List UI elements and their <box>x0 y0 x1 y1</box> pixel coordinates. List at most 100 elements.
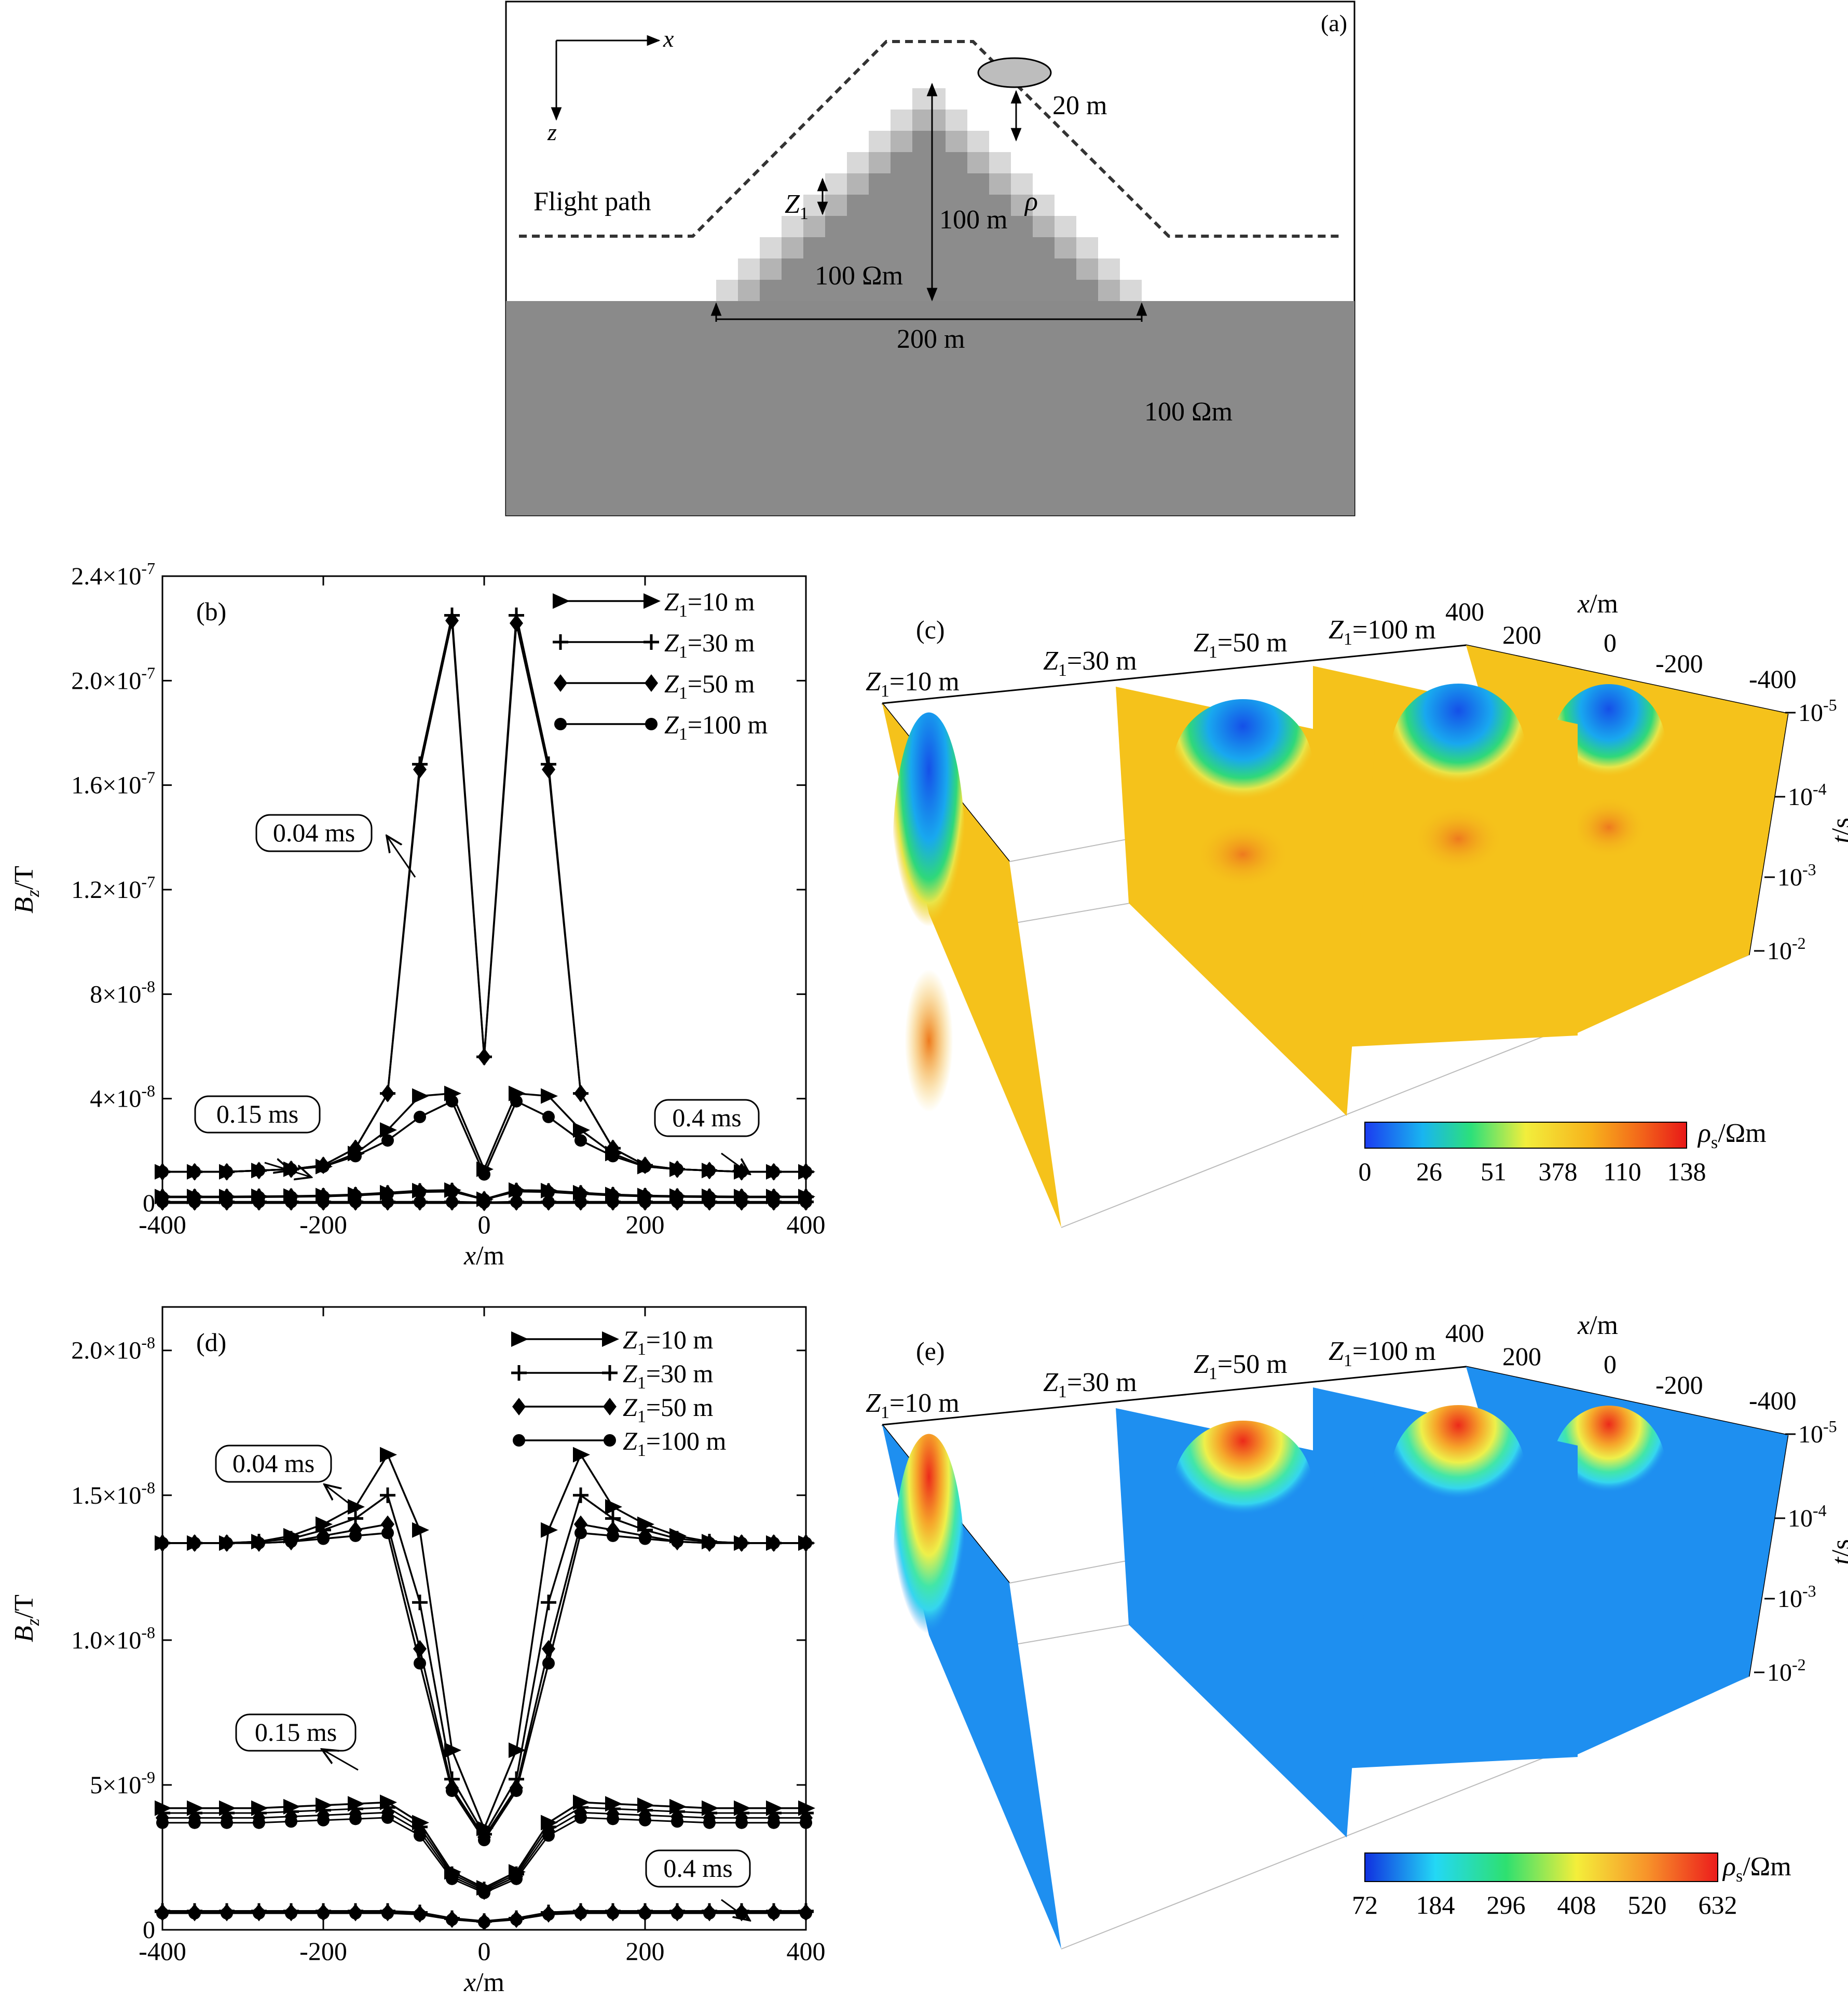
marker-circle <box>703 1536 716 1549</box>
legend-label: Z1=30 m <box>664 628 755 662</box>
marker-circle <box>607 1529 619 1542</box>
colorbar-tick-label: 72 <box>1352 1890 1378 1919</box>
x-axis-label: x <box>663 25 674 52</box>
marker-circle <box>221 1907 233 1920</box>
marker-circle <box>510 1913 523 1926</box>
y-tick-label: 0 <box>143 1916 155 1944</box>
x-axis-title: x/m <box>1577 589 1618 619</box>
marker-circle <box>156 1195 169 1208</box>
x-tick-label: 200 <box>626 1210 665 1239</box>
time-annotation: 0.4 ms <box>645 1849 751 1920</box>
marker-circle <box>349 1150 362 1163</box>
t-axis-title: t/s <box>1827 817 1848 843</box>
panel-b-line-chart: -400 -200 0 200 400 0 4×10-8 8×10-8 1.2×10-7 1.6×… <box>9 559 826 1271</box>
y-tick-label: 1.2×10-7 <box>71 873 155 904</box>
annotation-label: 0.4 ms <box>663 1854 732 1883</box>
marker-circle <box>317 1532 330 1545</box>
colorbar-tick-label: 26 <box>1416 1157 1442 1186</box>
marker-circle <box>285 1907 297 1920</box>
t-tick-label: 10-5 <box>1798 696 1837 727</box>
series-line <box>162 620 806 1173</box>
marker-circle <box>156 1907 169 1920</box>
t-tick-label: 10-4 <box>1788 1501 1827 1532</box>
panel-d-line-chart: -400 -200 0 200 400 0 5×10-9 1.0×10-8 1.5×10-8 2.… <box>9 1306 826 1997</box>
legend-label: Z1=50 m <box>664 669 755 703</box>
marker-diamond <box>603 1398 617 1415</box>
annotation-box <box>654 1099 760 1137</box>
x-tick-label: -400 <box>139 1937 186 1966</box>
slice-label: Z1=10 m <box>866 667 960 701</box>
marker-circle <box>639 1907 651 1920</box>
marker-circle <box>446 1095 458 1108</box>
marker-diamond <box>574 1084 587 1102</box>
marker-circle <box>542 1829 555 1842</box>
marker-circle <box>188 1907 201 1920</box>
marker-plus <box>644 634 659 650</box>
marker-circle <box>735 1536 748 1549</box>
marker-diamond <box>477 1048 491 1066</box>
panel-label: (b) <box>196 597 226 626</box>
data-series <box>155 1193 814 1211</box>
legend-entry: Z1=10 m <box>511 1325 714 1359</box>
time-annotation: 0.15 ms <box>194 1095 321 1177</box>
annotation-arrow <box>721 1899 750 1920</box>
marker-triangle <box>541 1088 558 1104</box>
marker-circle <box>604 1434 616 1447</box>
annotation-arrow <box>322 1749 359 1771</box>
data-series <box>155 1447 815 1836</box>
marker-circle <box>639 1160 651 1173</box>
colorbar <box>1364 1852 1718 1882</box>
clearance-label: 20 m <box>1052 91 1107 120</box>
colorbar-title: ρs/Ωm <box>1697 1119 1767 1152</box>
x-tick-label: 0 <box>478 1210 491 1239</box>
marker-circle <box>800 1816 812 1829</box>
marker-circle <box>221 1165 233 1178</box>
marker-circle <box>542 1908 555 1921</box>
marker-circle <box>800 1536 812 1549</box>
y-tick-label: 4×10-8 <box>90 1082 155 1113</box>
annotation-label: 0.04 ms <box>273 818 355 847</box>
marker-circle <box>349 1195 362 1208</box>
x-tick-label: 0 <box>1604 1350 1617 1379</box>
marker-circle <box>446 1185 458 1198</box>
legend-label: Z1=100 m <box>623 1426 727 1460</box>
annotation-box <box>645 1849 751 1888</box>
marker-circle <box>221 1536 233 1549</box>
marker-circle <box>542 1657 555 1670</box>
height-label: 100 m <box>939 205 1007 235</box>
annotation-label: 0.4 ms <box>672 1103 741 1132</box>
marker-circle <box>317 1814 330 1827</box>
marker-circle <box>574 1811 587 1824</box>
rho-label: ρ <box>1024 187 1038 216</box>
marker-circle <box>703 1195 716 1208</box>
marker-circle <box>574 1134 587 1147</box>
annotation-label: 0.15 ms <box>216 1099 298 1128</box>
marker-circle <box>188 1536 201 1549</box>
time-annotation: 0.04 ms <box>255 814 416 878</box>
marker-circle <box>188 1195 201 1208</box>
colorbar <box>1364 1122 1687 1149</box>
marker-circle <box>414 1657 426 1670</box>
marker-triangle <box>602 1331 619 1347</box>
marker-circle <box>188 1165 201 1178</box>
data-series <box>156 1527 812 1846</box>
x-tick-label: 200 <box>626 1937 665 1966</box>
resistivity-slice <box>1116 1408 1375 1837</box>
marker-circle <box>253 1536 265 1549</box>
marker-circle <box>446 1913 458 1926</box>
slice-label: Z1=100 m <box>1329 1337 1436 1370</box>
colorbar-tick-label: 51 <box>1481 1157 1507 1186</box>
marker-circle <box>253 1907 265 1920</box>
colorbar-tick-label: 0 <box>1359 1157 1372 1186</box>
model-step-outer <box>912 88 946 110</box>
x-tick-label: -200 <box>1655 649 1703 678</box>
x-tick-label: -400 <box>1749 664 1797 693</box>
marker-plus <box>511 1365 527 1381</box>
marker-circle <box>253 1816 265 1829</box>
y-tick-label: 2.0×10-7 <box>71 663 155 694</box>
x-axis-title: x/m <box>463 1968 504 1997</box>
marker-diamond <box>512 1398 526 1415</box>
marker-diamond <box>413 760 427 779</box>
marker-circle <box>446 1784 458 1797</box>
series-line <box>162 615 806 1173</box>
